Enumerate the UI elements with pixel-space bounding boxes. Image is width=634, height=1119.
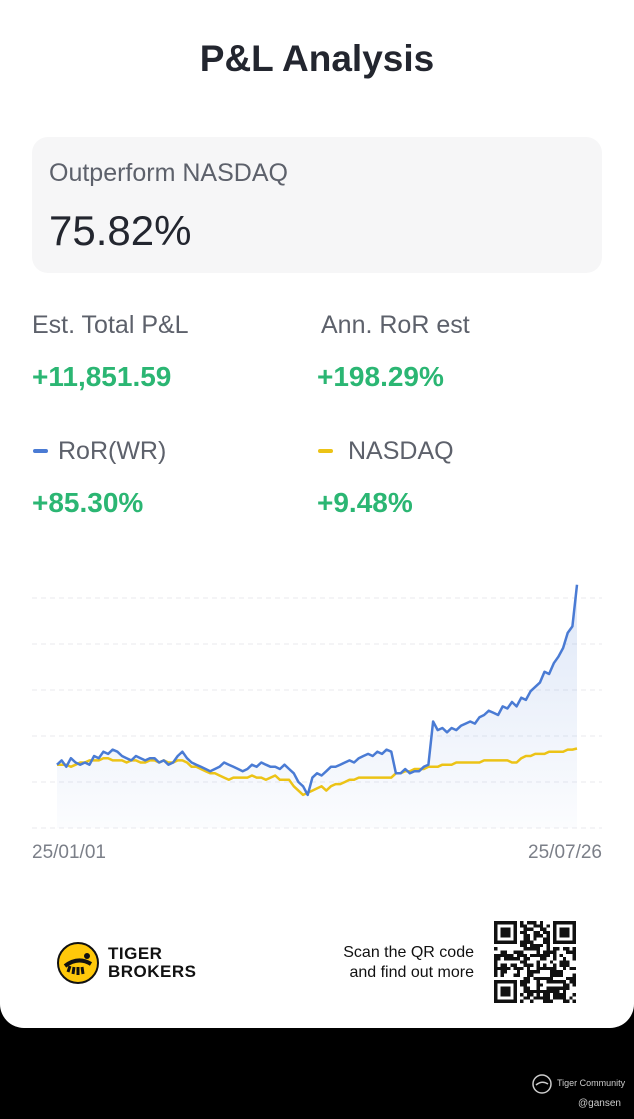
total-pl-label: Est. Total P&L: [32, 311, 189, 339]
ann-ror-label: Ann. RoR est: [321, 311, 470, 339]
qr-code[interactable]: [494, 921, 576, 1003]
pl-analysis-card: P&L Analysis Outperform NASDAQ 75.82% Es…: [0, 0, 634, 1028]
tiger-community-icon: [532, 1074, 552, 1094]
pl-line-chart: [32, 584, 602, 829]
ror-area-fill: [57, 584, 577, 828]
page-title: P&L Analysis: [199, 38, 435, 79]
brand-name-line1: TIGER: [108, 944, 163, 963]
user-handle: @gansen: [578, 1098, 621, 1109]
ann-ror-value: +198.29%: [317, 361, 444, 392]
ror-series-line: [56, 584, 579, 797]
nasdaq-legend-swatch: [318, 449, 333, 453]
x-axis-end-label: 25/07/26: [528, 842, 602, 863]
scan-instruction-line2: and find out more: [349, 964, 474, 981]
community-label: Tiger Community: [557, 1078, 626, 1088]
scan-instruction-line1: Scan the QR code: [343, 944, 474, 961]
ror-legend-swatch: [33, 449, 48, 453]
outperform-panel: Outperform NASDAQ 75.82%: [32, 137, 602, 273]
outperform-value: 75.82%: [49, 207, 192, 254]
ror-value: +85.30%: [32, 487, 144, 518]
outperform-label: Outperform NASDAQ: [49, 159, 288, 187]
x-axis-start-label: 25/01/01: [32, 842, 106, 863]
nasdaq-value: +9.48%: [317, 487, 413, 518]
tiger-logo-icon: [57, 942, 99, 984]
total-pl-value: +11,851.59: [32, 361, 172, 392]
brand-name-line2: BROKERS: [108, 962, 197, 981]
nasdaq-legend-label: NASDAQ: [348, 437, 454, 465]
nasdaq-series-line: [57, 747, 578, 797]
ror-legend-label: RoR(WR): [58, 437, 167, 465]
